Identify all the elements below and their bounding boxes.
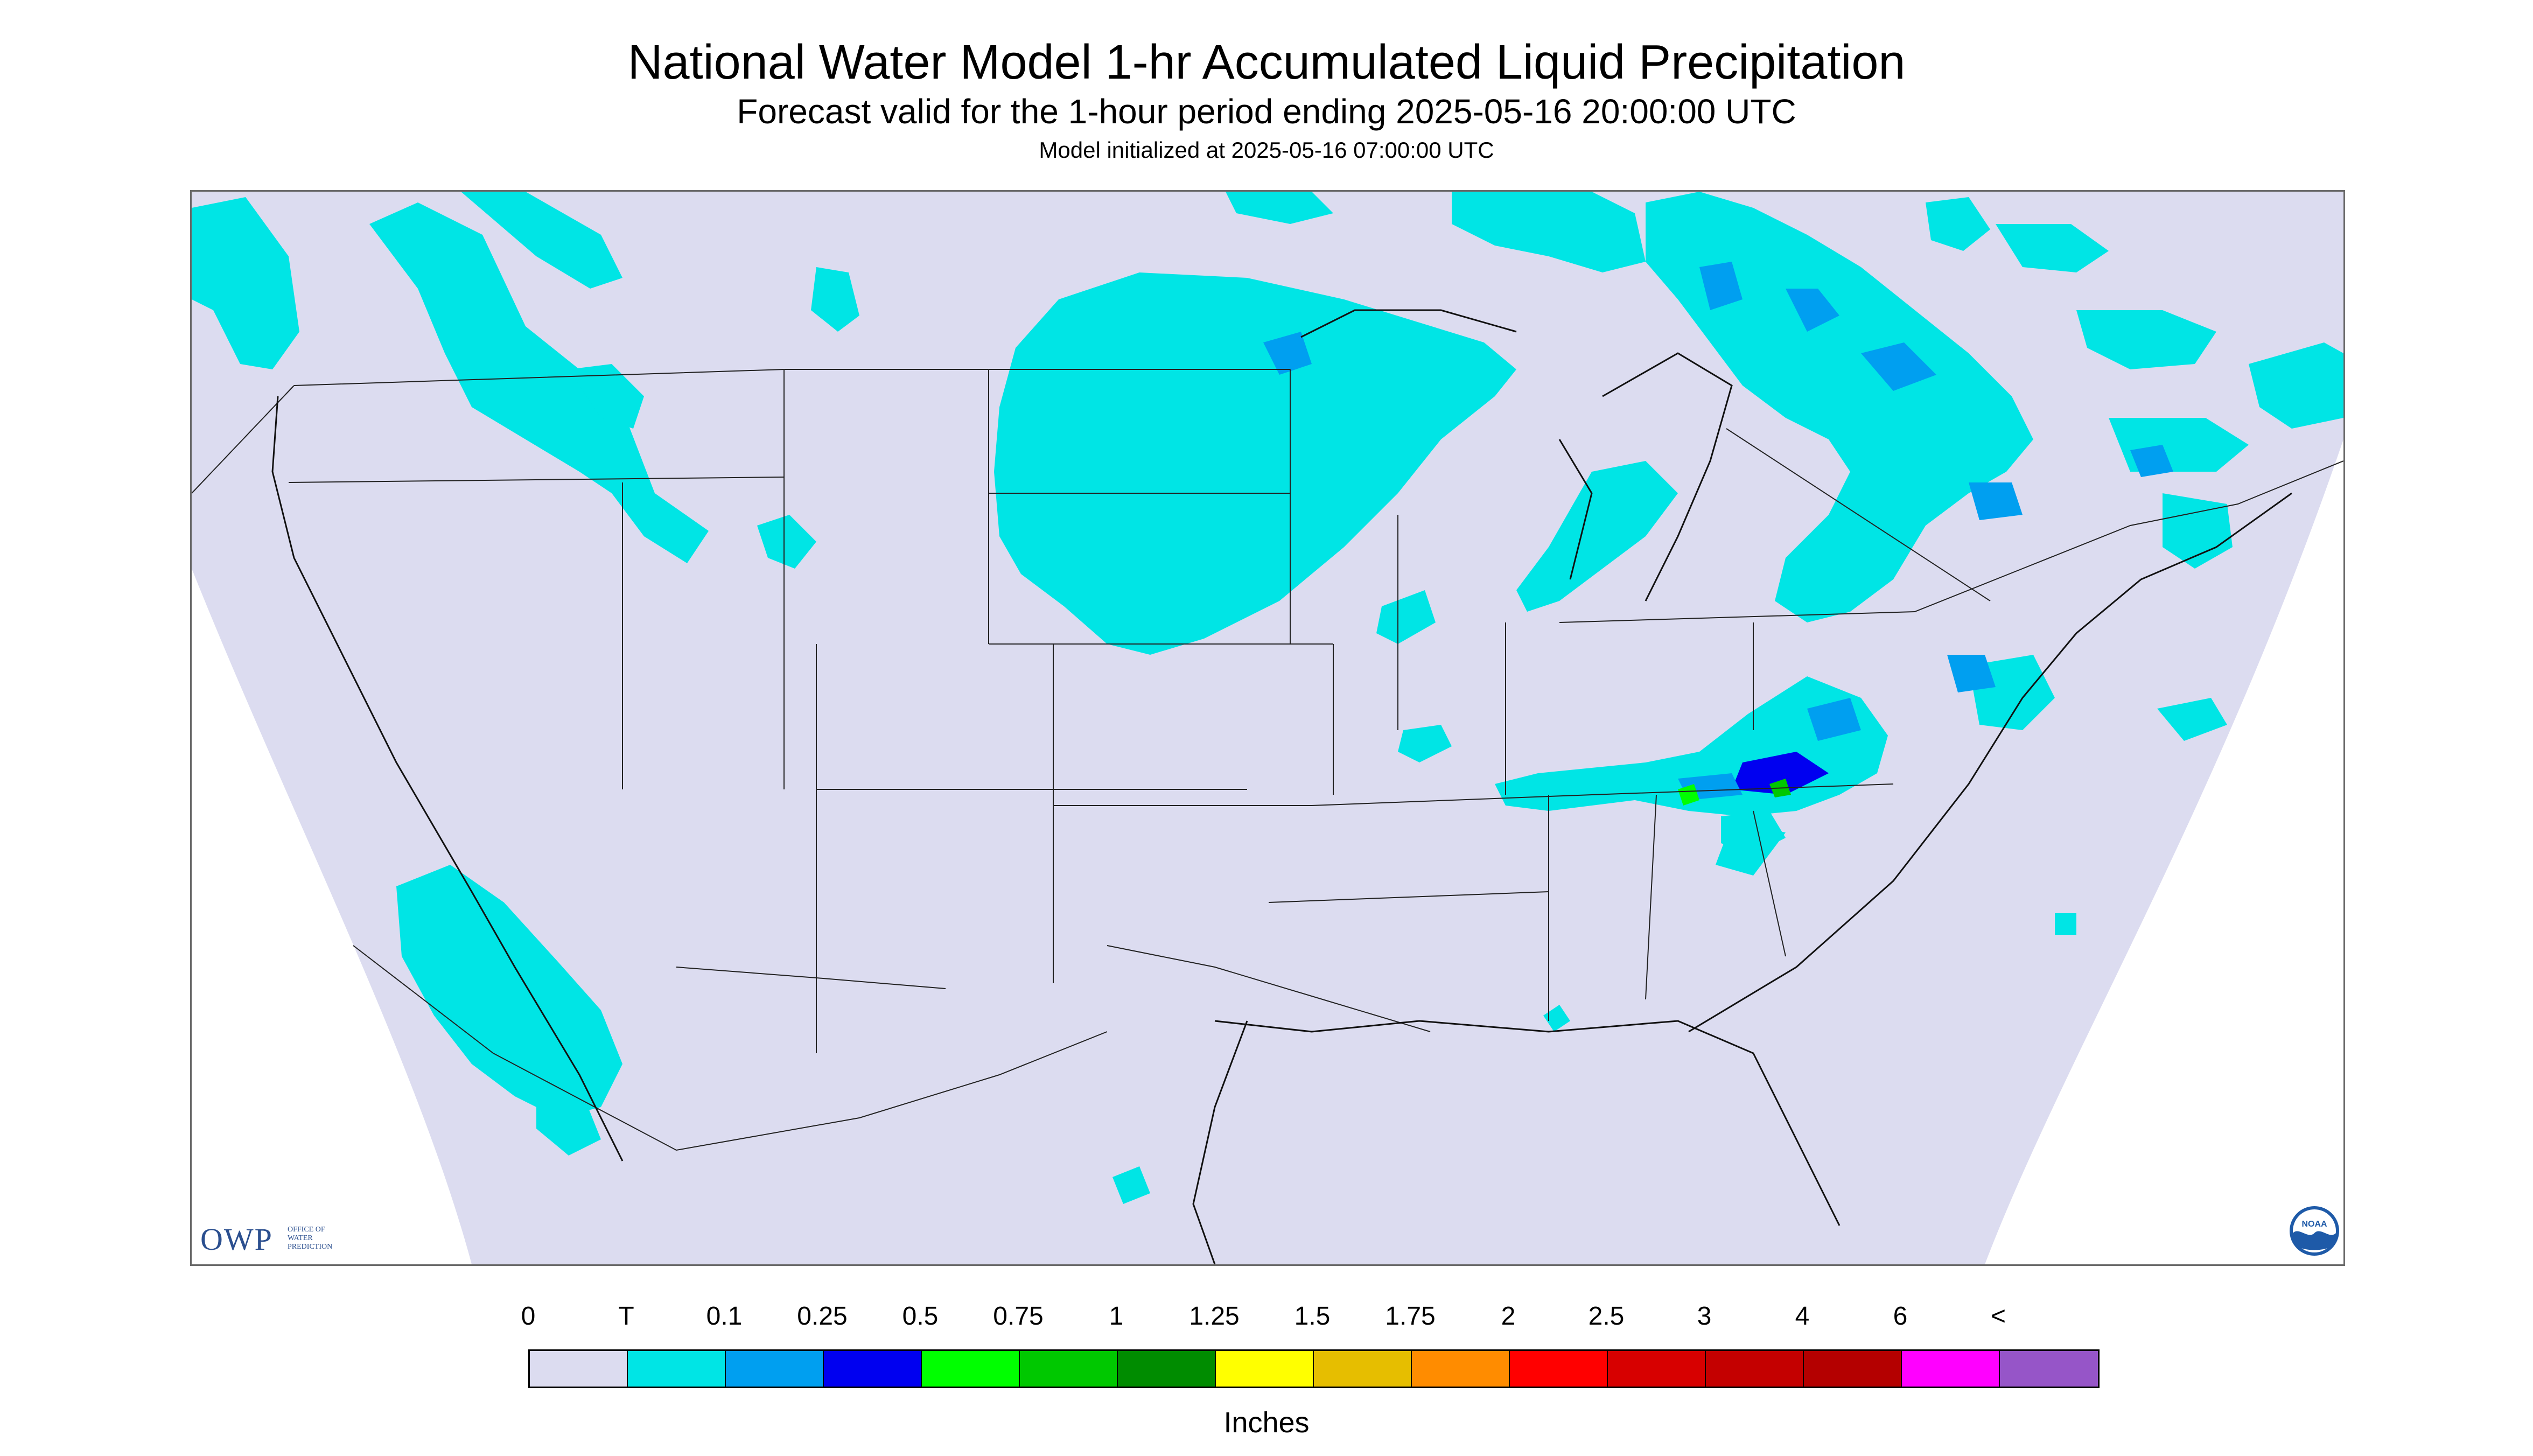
map-subtitle: Forecast valid for the 1-hour period end… — [737, 92, 1796, 131]
legend-swatch — [1804, 1351, 1902, 1387]
legend-swatch — [1216, 1351, 1314, 1387]
legend-swatch — [1510, 1351, 1608, 1387]
svg-text:NOAA: NOAA — [2301, 1220, 2327, 1229]
legend-label: 2.5 — [1588, 1302, 1625, 1331]
model-domain — [192, 192, 2343, 1264]
state-boundaries — [192, 369, 2343, 1151]
legend-label: 0.75 — [993, 1302, 1044, 1331]
legend-label: 2 — [1501, 1302, 1516, 1331]
owp-logo-subtext: OFFICE OF WATER PREDICTION — [288, 1226, 333, 1251]
legend-swatch — [726, 1351, 824, 1387]
legend-label: < — [1990, 1302, 2006, 1331]
legend-swatch — [2000, 1351, 2098, 1387]
map-title: National Water Model 1-hr Accumulated Li… — [627, 36, 1906, 89]
legend-colorbar — [528, 1349, 2100, 1388]
legend-label: 3 — [1697, 1302, 1712, 1331]
legend-label: 0 — [521, 1302, 536, 1331]
legend-label: 0.1 — [706, 1302, 743, 1331]
legend-label: 4 — [1795, 1302, 1810, 1331]
owp-logo-text: OWP — [200, 1222, 273, 1257]
legend-label: T — [618, 1302, 634, 1331]
map-canvas — [192, 192, 2343, 1264]
legend-swatch — [1902, 1351, 2000, 1387]
legend-label: 0.5 — [902, 1302, 939, 1331]
legend-label: 0.25 — [797, 1302, 848, 1331]
coastlines — [271, 309, 2292, 1264]
legend-swatch — [824, 1351, 922, 1387]
legend-swatch — [1608, 1351, 1706, 1387]
legend-swatch — [1706, 1351, 1804, 1387]
legend-swatch — [1412, 1351, 1510, 1387]
legend-swatch — [628, 1351, 726, 1387]
noaa-logo: NOAA — [2290, 1206, 2339, 1256]
legend-label: 1.5 — [1294, 1302, 1331, 1331]
legend-label: 6 — [1893, 1302, 1908, 1331]
precipitation-map — [190, 190, 2345, 1266]
model-init-time: Model initialized at 2025-05-16 07:00:00… — [1039, 137, 1494, 163]
legend-units: Inches — [1223, 1406, 1310, 1439]
legend-swatch — [922, 1351, 1020, 1387]
legend-label: 1 — [1109, 1302, 1124, 1331]
legend-label: 1.75 — [1385, 1302, 1436, 1331]
legend-label: 1.25 — [1189, 1302, 1240, 1331]
precip-heavy-areas — [1263, 262, 2173, 806]
legend-labels: 0 T 0.1 0.25 0.5 0.75 1 1.25 1.5 1.75 2 2.5 3 4 6 < — [0, 1300, 2533, 1338]
legend-swatch — [530, 1351, 628, 1387]
legend-swatch — [1314, 1351, 1412, 1387]
legend-swatch — [1118, 1351, 1216, 1387]
legend-swatch — [1020, 1351, 1118, 1387]
